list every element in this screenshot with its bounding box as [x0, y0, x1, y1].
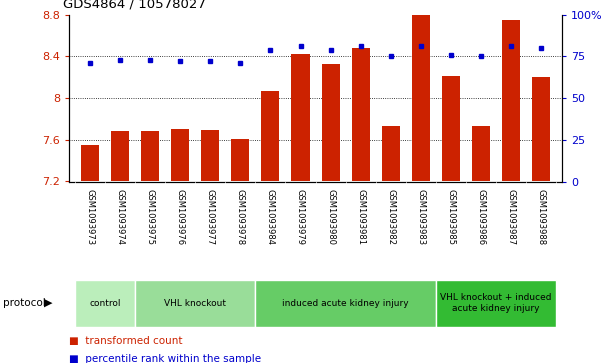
Text: GSM1093983: GSM1093983 [416, 189, 425, 245]
Text: GSM1093986: GSM1093986 [477, 189, 485, 245]
Text: GSM1093978: GSM1093978 [236, 189, 245, 245]
Text: ■  percentile rank within the sample: ■ percentile rank within the sample [69, 354, 261, 363]
Text: ■  transformed count: ■ transformed count [69, 336, 183, 346]
Bar [412, 15, 430, 182]
Bar [436, 280, 556, 327]
Text: GSM1093987: GSM1093987 [507, 189, 515, 245]
Bar [231, 139, 249, 182]
Bar [171, 129, 189, 182]
Text: GSM1093974: GSM1093974 [116, 189, 124, 245]
Text: GSM1093977: GSM1093977 [206, 189, 215, 245]
Bar [472, 126, 490, 182]
Bar [382, 126, 400, 182]
Text: GSM1093979: GSM1093979 [296, 189, 305, 245]
Text: GSM1093985: GSM1093985 [447, 189, 455, 245]
Bar [352, 48, 370, 182]
Bar [255, 280, 436, 327]
Bar [322, 64, 340, 182]
Text: induced acute kidney injury: induced acute kidney injury [282, 299, 409, 307]
Bar [502, 20, 520, 182]
Bar [291, 54, 310, 182]
Bar [442, 76, 460, 182]
Text: GSM1093988: GSM1093988 [537, 189, 545, 245]
Text: GSM1093976: GSM1093976 [176, 189, 185, 245]
Text: GSM1093980: GSM1093980 [326, 189, 335, 245]
Bar [532, 77, 550, 182]
Text: ▶: ▶ [44, 298, 52, 308]
Bar [135, 280, 255, 327]
Bar [81, 145, 99, 182]
Text: GSM1093973: GSM1093973 [86, 189, 94, 245]
Bar [201, 130, 219, 182]
Text: VHL knockout + induced
acute kidney injury: VHL knockout + induced acute kidney inju… [440, 293, 552, 313]
Bar [141, 131, 159, 182]
Text: GSM1093975: GSM1093975 [146, 189, 154, 245]
Text: GSM1093981: GSM1093981 [356, 189, 365, 245]
Text: GSM1093984: GSM1093984 [266, 189, 275, 245]
Bar [261, 91, 279, 182]
Bar [111, 131, 129, 182]
Text: control: control [90, 299, 121, 307]
Text: GDS4864 / 10578027: GDS4864 / 10578027 [63, 0, 206, 11]
Text: GSM1093982: GSM1093982 [386, 189, 395, 245]
Text: protocol: protocol [3, 298, 46, 308]
Bar [75, 280, 135, 327]
Text: VHL knockout: VHL knockout [164, 299, 227, 307]
